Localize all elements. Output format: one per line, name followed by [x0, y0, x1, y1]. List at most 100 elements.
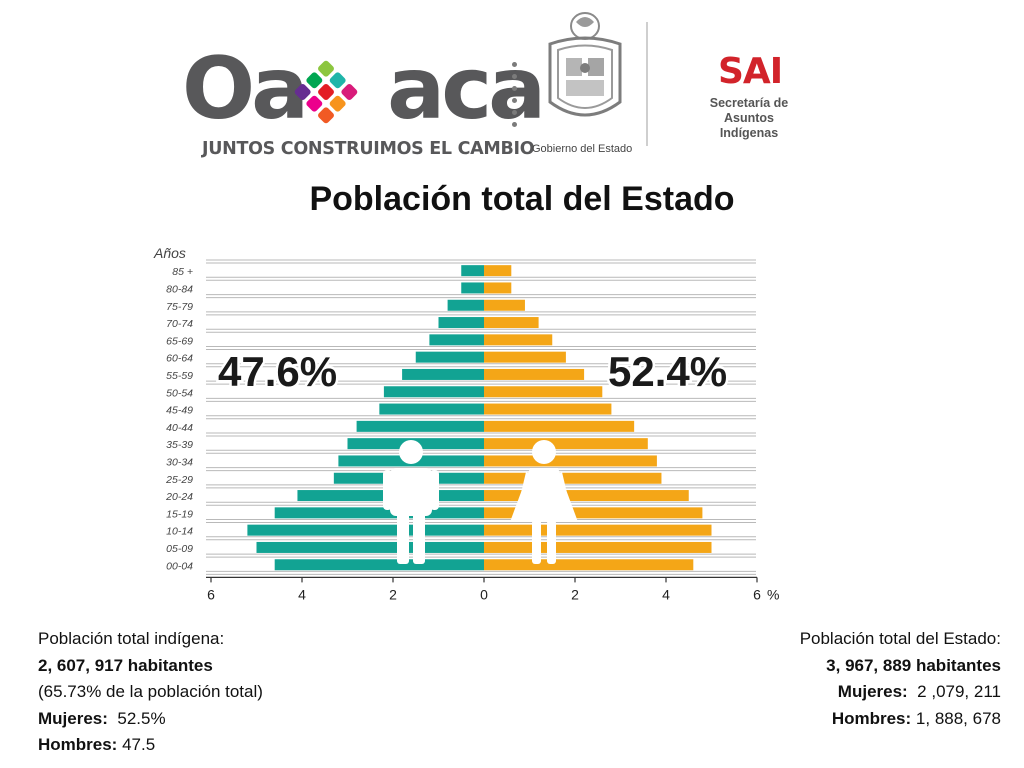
- bar-left: [438, 317, 484, 329]
- indigenous-men: Hombres: 47.5: [38, 732, 263, 759]
- y-axis-title: Años: [153, 245, 186, 261]
- sai-subtitle-line1: Secretaría de: [709, 96, 789, 110]
- bar-right: [484, 282, 512, 294]
- x-tick-label: 0: [480, 586, 488, 602]
- bar-left: [247, 524, 484, 536]
- state-seal-icon: [548, 12, 622, 117]
- grid-lines: [206, 259, 756, 575]
- bar-left: [402, 368, 484, 380]
- bar-left: [461, 282, 484, 294]
- sai-subtitle-line2: Asuntos Indígenas: [719, 111, 779, 140]
- man-icon: [383, 440, 439, 564]
- men-label: Hombres:: [38, 735, 118, 754]
- bar-left: [447, 299, 484, 311]
- x-tick-label: 4: [662, 586, 670, 602]
- sai-subtitle: Secretaría de Asuntos Indígenas: [694, 96, 804, 141]
- age-label: 25-29: [165, 474, 193, 486]
- bar-right: [484, 317, 539, 329]
- x-tick-label: 2: [389, 586, 397, 602]
- indigenous-total: 2, 607, 917 habitantes: [38, 655, 213, 675]
- age-label: 80-84: [166, 283, 193, 295]
- bar-right: [484, 438, 648, 450]
- age-label: 00-04: [166, 560, 193, 572]
- bar-right: [484, 386, 603, 398]
- woman-icon: [510, 440, 578, 564]
- figures: [383, 440, 578, 564]
- bar-right: [484, 524, 712, 536]
- age-label: 70-74: [166, 318, 193, 330]
- oaxaca-diamond-icon: [294, 60, 358, 124]
- men-value: 1, 888, 678: [915, 708, 1001, 728]
- age-label: 75-79: [166, 301, 193, 313]
- x-tick-label: 4: [298, 586, 306, 602]
- women-label: Mujeres:: [38, 708, 108, 728]
- women-value: 2 ,079, 211: [917, 682, 1001, 701]
- bar-right: [484, 351, 566, 363]
- bar-left: [356, 420, 484, 432]
- age-label: 45-49: [166, 405, 193, 417]
- age-label: 55-59: [166, 370, 193, 382]
- indigenous-title: Población total indígena:: [38, 629, 225, 648]
- bar-right: [484, 299, 525, 311]
- bar-left: [383, 386, 484, 398]
- indigenous-summary: Población total indígena: 2, 607, 917 ha…: [38, 626, 263, 759]
- men-value: 47.5: [122, 735, 156, 754]
- oaxaca-logo: Oa aca JUNTOS CONSTRUIMOS EL CAMBIO: [182, 40, 546, 162]
- state-summary: Población total del Estado: 3, 967, 889 …: [800, 626, 1001, 732]
- age-label: 60-64: [166, 353, 193, 365]
- bar-right: [484, 455, 657, 467]
- women-value: 52.5%: [117, 708, 166, 728]
- bar-right: [484, 559, 694, 571]
- age-label: 20-24: [165, 491, 193, 503]
- age-label: 05-09: [166, 543, 193, 555]
- x-tick-label: 2: [571, 586, 579, 602]
- x-tick-label: 6: [207, 586, 215, 602]
- bar-left: [415, 351, 484, 363]
- indigenous-women: Mujeres: 52.5%: [38, 706, 263, 733]
- bar-right: [484, 490, 689, 502]
- page-title: Población total del Estado: [309, 180, 735, 218]
- bar-left: [379, 403, 484, 415]
- x-tick-label: 6: [753, 586, 761, 602]
- bar-left: [274, 507, 484, 519]
- age-label: 85 +: [172, 266, 193, 278]
- age-label: 40-44: [166, 422, 193, 434]
- bar-left: [461, 265, 484, 277]
- header-divider: [646, 22, 648, 146]
- bar-right: [484, 265, 512, 277]
- sai-logo: SAI: [718, 51, 783, 92]
- state-title: Población total del Estado:: [799, 629, 1001, 648]
- bar-left: [429, 334, 484, 346]
- bar-right: [484, 334, 553, 346]
- age-label: 50-54: [166, 387, 193, 399]
- right-percentage: 52.4%: [608, 348, 727, 395]
- state-men: Hombres: 1, 888, 678: [800, 706, 1001, 733]
- women-label: Mujeres:: [837, 682, 908, 701]
- age-label: 35-39: [166, 439, 193, 451]
- bar-right: [484, 507, 703, 519]
- left-percentage: 47.6%: [218, 348, 337, 395]
- x-unit-label: %: [767, 586, 779, 602]
- logo-divider-dots: [511, 62, 519, 132]
- bars: [247, 265, 712, 571]
- men-label: Hombres:: [831, 708, 912, 728]
- labels: 85 + 80-84 75-79 70-74 65-69 60-64 55-59 50-54 4…: [153, 245, 730, 572]
- age-label: 10-14: [166, 526, 193, 538]
- government-caption: Gobierno del Estado: [532, 143, 633, 155]
- bar-left: [256, 541, 484, 553]
- age-label: 15-19: [166, 508, 193, 520]
- axes: 6 4 2 0 2 4 6%: [206, 576, 779, 602]
- age-label: 65-69: [166, 335, 193, 347]
- bar-right: [484, 420, 635, 432]
- bar-right: [484, 403, 612, 415]
- oaxaca-wordmark: Oa aca: [182, 39, 546, 139]
- bar-left: [274, 559, 484, 571]
- bar-right: [484, 472, 662, 484]
- oaxaca-slogan: JUNTOS CONSTRUIMOS EL CAMBIO: [202, 139, 535, 159]
- indigenous-share: (65.73% de la población total): [38, 682, 263, 701]
- population-pyramid-chart: 6 4 2 0 2 4 6% 85 + 80-84 75-79 70-74 65-69 60-64 55…: [153, 245, 779, 602]
- state-total: 3, 967, 889 habitantes: [826, 655, 1001, 675]
- age-label: 30-34: [166, 456, 193, 468]
- bar-right: [484, 541, 712, 553]
- state-women: Mujeres: 2 ,079, 211: [800, 679, 1001, 706]
